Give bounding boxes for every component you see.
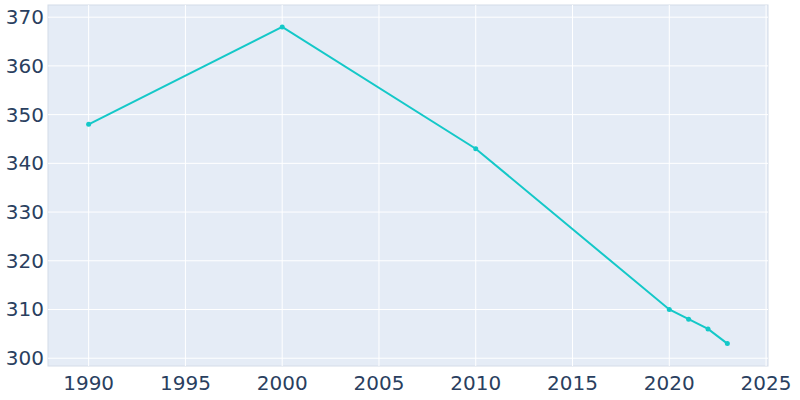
point xyxy=(725,341,730,346)
y-grid-line xyxy=(48,309,768,310)
x-tick-label: 2020 xyxy=(644,371,695,395)
x-tick-label: 1995 xyxy=(160,371,211,395)
y-tick-label: 360 xyxy=(6,54,44,78)
plot-area xyxy=(48,5,768,366)
y-tick-label: 310 xyxy=(6,297,44,321)
y-tick-label: 320 xyxy=(6,249,44,273)
point xyxy=(280,24,285,29)
point xyxy=(667,307,672,312)
x-tick-label: 2010 xyxy=(450,371,501,395)
y-tick-label: 340 xyxy=(6,151,44,175)
x-grid-line xyxy=(282,5,283,366)
chart-svg: 1990 1995 2000 2005 2010 2015 2020 2025 300 310 32… xyxy=(0,0,800,400)
x-tick-label: 1990 xyxy=(63,371,114,395)
x-grid-line xyxy=(88,5,89,366)
x-tick-label: 2000 xyxy=(257,371,308,395)
y-grid-line xyxy=(48,17,768,18)
point xyxy=(686,317,691,322)
y-tick-label: 350 xyxy=(6,103,44,127)
chart-container: 1990 1995 2000 2005 2010 2015 2020 2025 300 310 32… xyxy=(0,0,800,400)
x-tick-label: 2005 xyxy=(354,371,405,395)
x-grid-line xyxy=(766,5,767,366)
point xyxy=(473,146,478,151)
x-tick-label: 2015 xyxy=(547,371,598,395)
x-tick-label: 2025 xyxy=(741,371,792,395)
y-grid-line xyxy=(48,65,768,66)
series-group xyxy=(86,24,730,346)
y-grid-line xyxy=(48,358,768,359)
x-grid-line xyxy=(185,5,186,366)
x-grid-line xyxy=(475,5,476,366)
line xyxy=(89,27,728,344)
y-grid-line xyxy=(48,114,768,115)
y-grid-line xyxy=(48,163,768,164)
y-tick-label: 370 xyxy=(6,5,44,29)
x-grid-line xyxy=(378,5,379,366)
y-tick-label: 330 xyxy=(6,200,44,224)
x-grid-line xyxy=(572,5,573,366)
point xyxy=(86,122,91,127)
point xyxy=(706,326,711,331)
y-grid-line xyxy=(48,260,768,261)
y-grid-line xyxy=(48,212,768,213)
y-tick-label: 300 xyxy=(6,346,44,370)
